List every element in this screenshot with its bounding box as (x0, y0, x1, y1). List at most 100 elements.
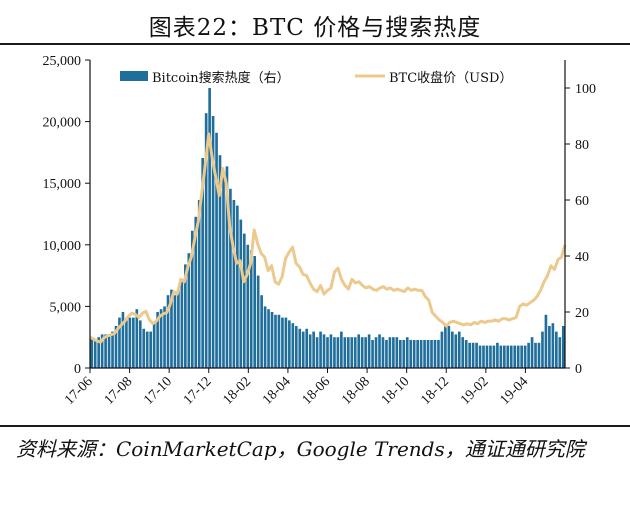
search-heat-bar (371, 340, 374, 368)
search-heat-bar (218, 155, 222, 368)
search-heat-bar (388, 337, 392, 368)
search-heat-bar (177, 289, 180, 368)
search-heat-bar (551, 323, 555, 368)
search-heat-bar (187, 253, 191, 368)
search-heat-bar (118, 317, 121, 368)
search-heat-bar (204, 113, 208, 368)
search-heat-bar (291, 323, 295, 368)
search-heat-bar (149, 331, 152, 368)
search-heat-bar (437, 340, 440, 368)
search-heat-bar (433, 340, 437, 368)
search-heat-bar (503, 345, 506, 368)
search-heat-bar (159, 309, 163, 368)
search-heat-bar (256, 275, 260, 368)
x-axis-tick-label: 18-06 (300, 374, 334, 408)
search-heat-bar (402, 340, 406, 368)
search-heat-bar (145, 331, 149, 368)
search-heat-bar (430, 340, 433, 368)
search-heat-bar (170, 289, 173, 368)
search-heat-bar (128, 317, 132, 368)
search-heat-bar (392, 337, 395, 368)
search-heat-bar (277, 314, 281, 368)
search-heat-bar (350, 337, 354, 368)
search-heat-bar (360, 337, 364, 368)
search-heat-bar (378, 334, 381, 368)
search-heat-bar (367, 334, 371, 368)
search-heat-bar (496, 342, 499, 368)
search-heat-bar (121, 312, 125, 368)
search-heat-bar (236, 205, 239, 368)
search-heat-bar (100, 334, 104, 368)
search-heat-bar (312, 331, 315, 368)
search-heat-bar (364, 337, 367, 368)
search-heat-bar (132, 317, 135, 368)
x-axis-tick-label: 18-04 (260, 374, 294, 408)
search-heat-bar (284, 317, 288, 368)
left-axis-tick-label: 0 (74, 362, 81, 377)
search-heat-bar (333, 337, 336, 368)
search-heat-bar (471, 342, 475, 368)
search-heat-bar (451, 331, 454, 368)
search-heat-bar (263, 306, 267, 368)
search-heat-bar (558, 337, 562, 368)
search-heat-bar (270, 312, 274, 368)
right-axis-tick-label: 40 (575, 250, 589, 265)
search-heat-bar (260, 295, 263, 368)
search-heat-bar (222, 172, 225, 368)
search-heat-bar (107, 334, 111, 368)
source-divider (0, 425, 630, 427)
search-heat-bar (97, 337, 100, 368)
search-heat-bar (239, 219, 243, 368)
search-heat-bar (322, 334, 326, 368)
search-heat-bar (305, 328, 309, 368)
x-axis-tick-label: 19-04 (498, 374, 532, 408)
search-heat-bar (114, 326, 118, 368)
x-axis-tick-label: 18-02 (220, 374, 254, 408)
search-heat-bar (225, 166, 229, 368)
search-heat-bar (454, 334, 458, 368)
search-heat-bar (340, 331, 343, 368)
search-heat-bar (530, 337, 534, 368)
search-heat-bar (485, 345, 489, 368)
legend-line-label: BTC收盘价（USD） (389, 70, 512, 86)
search-heat-bar (381, 337, 385, 368)
search-heat-bar (190, 230, 194, 368)
search-heat-bar (301, 331, 305, 368)
search-heat-bar (201, 158, 204, 368)
search-heat-bar (267, 309, 270, 368)
search-heat-bar (534, 342, 537, 368)
left-axis-tick-label: 25,000 (43, 54, 82, 69)
search-heat-bar (229, 188, 232, 368)
btc-price-search-chart: 0 5,000 10,000 15,000 20,000 25,000 0 20 40 60 80 1… (43, 54, 597, 408)
chart-legend: Bitcoin搜索热度（右） BTC收盘价（USD） (120, 70, 512, 86)
x-axis-tick-label: 18-10 (379, 374, 413, 408)
search-heat-bar (561, 326, 565, 368)
search-heat-bar (482, 345, 485, 368)
x-axis-tick-label: 17-08 (102, 374, 136, 408)
x-axis-tick-label: 17-06 (62, 374, 96, 408)
search-heat-bar (246, 244, 250, 368)
search-heat-bar (142, 328, 146, 368)
search-heat-bar (513, 345, 517, 368)
search-heat-bar (125, 320, 128, 368)
x-axis-tick-label: 17-12 (181, 374, 215, 408)
search-heat-bar (457, 331, 461, 368)
source-note: 资料来源：CoinMarketCap，Google Trends，通证通研究院 (16, 437, 585, 461)
search-heat-bar (308, 334, 312, 368)
search-heat-bar (232, 200, 236, 368)
search-heat-bar (409, 340, 413, 368)
search-heat-bar (353, 337, 357, 368)
right-axis-tick-label: 0 (575, 362, 582, 377)
search-heat-bar (416, 340, 419, 368)
search-heat-bar (274, 314, 277, 368)
search-heat-bar (298, 328, 302, 368)
search-heat-bar (319, 331, 322, 368)
search-heat-bar (464, 340, 468, 368)
search-heat-bar (163, 306, 166, 368)
search-heat-bar (492, 345, 496, 368)
title-divider (0, 43, 630, 45)
left-axis-tick-label: 10,000 (43, 239, 82, 254)
search-heat-bar (288, 320, 291, 368)
search-heat-bar (461, 337, 465, 368)
x-axis-tick-label: 18-12 (418, 374, 452, 408)
